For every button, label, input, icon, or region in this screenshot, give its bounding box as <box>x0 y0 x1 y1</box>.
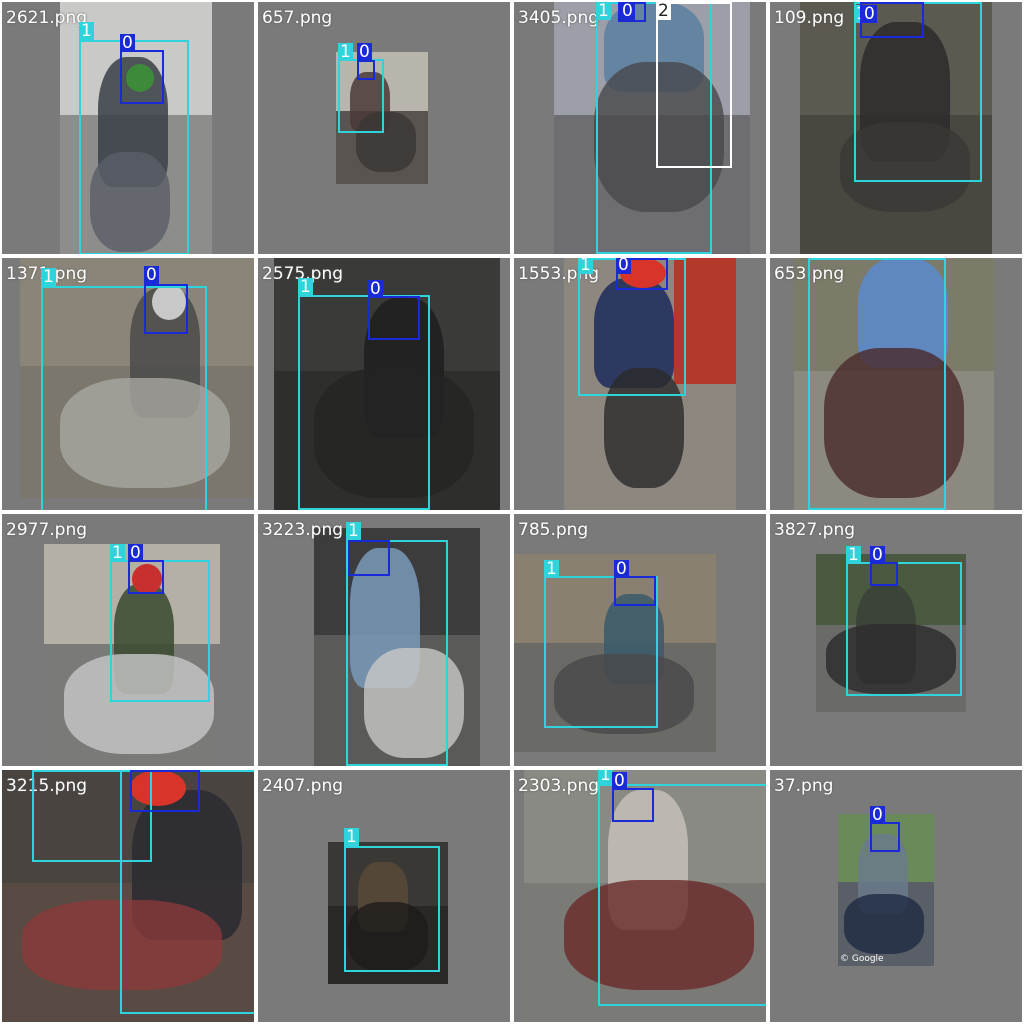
class-label: 0 <box>614 559 629 579</box>
image-tile: 2575.png 1 0 <box>258 258 510 510</box>
class-label: 0 <box>870 545 885 565</box>
bbox-class-0 <box>870 562 898 586</box>
file-name: 109.png <box>774 8 845 28</box>
image-tile: 2977.png 1 0 <box>2 514 254 766</box>
file-name: 785.png <box>518 520 589 540</box>
thumbnail-image <box>60 2 212 254</box>
class-label: 1 <box>346 521 361 541</box>
class-label: 0 <box>612 771 627 791</box>
bbox-class-0 <box>128 560 164 594</box>
image-tile: 1371.png 1 0 <box>2 258 254 510</box>
bbox-class-0 <box>120 50 164 104</box>
thumbnail-image <box>816 554 966 712</box>
file-name: 37.png <box>774 776 834 796</box>
bbox-class-1 <box>32 770 152 862</box>
bbox-class-2 <box>656 2 732 168</box>
class-label: 1 <box>79 21 94 41</box>
class-label: 0 <box>870 805 885 825</box>
class-label: 1 <box>598 770 613 784</box>
bbox-class-1 <box>846 562 962 696</box>
class-label: 1 <box>544 559 559 579</box>
class-label: 0 <box>862 4 877 24</box>
image-tile: 3215.png 1 1 0 <box>2 770 254 1022</box>
file-name: 3405.png <box>518 8 600 28</box>
watermark-text: © Google <box>840 954 884 964</box>
bbox-class-0 <box>870 822 900 852</box>
class-label: 0 <box>620 2 635 21</box>
bbox-class-0 <box>348 540 390 576</box>
bbox-class-1 <box>808 258 946 510</box>
image-tile: 785.png 1 0 <box>514 514 766 766</box>
bbox-class-1 <box>596 2 712 254</box>
image-tile: 3223.png 1 <box>258 514 510 766</box>
class-label: 1 <box>110 543 125 563</box>
class-label: 1 <box>578 258 593 275</box>
image-tile: 2303.png 1 0 <box>514 770 766 1022</box>
file-name: 2621.png <box>6 8 88 28</box>
file-name: 2303.png <box>518 776 600 796</box>
image-tile: © Google 37.png 0 <box>770 770 1022 1022</box>
file-name: 3215.png <box>6 776 88 796</box>
thumbnail-image <box>524 770 766 1022</box>
thumbnail-image <box>564 258 736 510</box>
thumbnail-image <box>794 258 994 510</box>
thumbnail-image <box>554 2 750 254</box>
class-label: 0 <box>144 265 159 285</box>
class-label: 1 <box>596 2 611 21</box>
file-name: 3223.png <box>262 520 344 540</box>
thumbnail-image <box>44 544 220 766</box>
bbox-class-1 <box>298 295 430 510</box>
bbox-class-0 <box>616 258 668 290</box>
bbox-class-1 <box>598 784 766 1006</box>
image-tile: 653.png 1 <box>770 258 1022 510</box>
thumbnail-image <box>20 258 254 498</box>
class-label: 0 <box>128 543 143 563</box>
bbox-class-0 <box>144 284 188 334</box>
thumbnail-image <box>2 770 254 1022</box>
class-label: 0 <box>357 42 372 62</box>
class-label: 1 <box>338 42 353 62</box>
bbox-class-0 <box>357 60 375 80</box>
bbox-class-0 <box>612 788 654 822</box>
bbox-class-1 <box>544 576 658 728</box>
thumbnail-image <box>314 528 480 766</box>
file-name: 2575.png <box>262 264 344 284</box>
bbox-class-1 <box>346 540 448 766</box>
class-label: 0 <box>368 279 383 299</box>
image-tile: 3827.png 1 0 <box>770 514 1022 766</box>
image-tile: 1553.png 1 0 <box>514 258 766 510</box>
file-name: 3827.png <box>774 520 856 540</box>
image-tile: 2407.png 1 <box>258 770 510 1022</box>
file-name: 657.png <box>262 8 333 28</box>
image-tile: 109.png 1 0 <box>770 2 1022 254</box>
class-label: 2 <box>656 2 671 21</box>
class-label: 1 <box>298 277 313 297</box>
class-label: 1 <box>344 827 359 847</box>
thumbnail-image <box>274 258 500 510</box>
bbox-class-1 <box>41 286 207 510</box>
image-tile: 2621.png 1 0 <box>2 2 254 254</box>
thumbnail-image: © Google <box>838 814 934 966</box>
bbox-class-0 <box>368 296 420 340</box>
bbox-class-0 <box>614 576 656 606</box>
file-name: 2407.png <box>262 776 344 796</box>
class-label: 0 <box>616 258 631 275</box>
image-tile: 3405.png 1 0 2 <box>514 2 766 254</box>
file-name: 2977.png <box>6 520 88 540</box>
bbox-class-0 <box>860 2 924 38</box>
image-tile: 657.png 1 0 <box>258 2 510 254</box>
class-label: 1 <box>846 545 861 565</box>
bbox-class-1 <box>344 846 440 972</box>
thumbnail-image <box>800 2 992 254</box>
bbox-class-0 <box>130 770 200 812</box>
class-label: 0 <box>120 33 135 53</box>
class-label: 1 <box>41 267 56 287</box>
